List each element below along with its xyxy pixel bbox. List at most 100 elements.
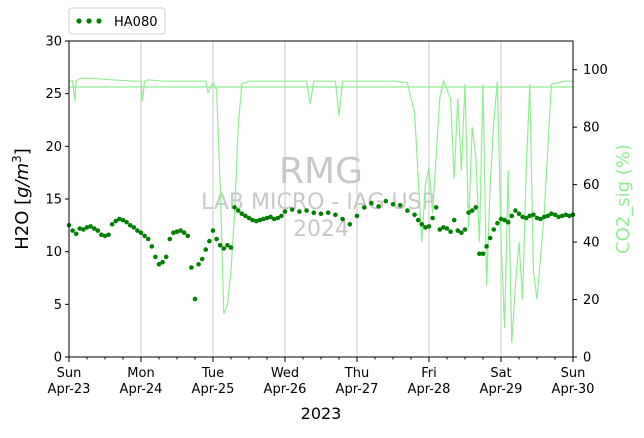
h2o-data-point [340, 216, 345, 222]
h2o-data-point [556, 214, 561, 220]
x-tick-label-date: Apr-26 [264, 382, 307, 397]
x-tick-label-date: Apr-28 [408, 382, 451, 397]
h2o-data-point [333, 212, 338, 218]
h2o-data-point [397, 203, 403, 208]
h2o-data-point [81, 227, 86, 232]
x-tick-label-date: Apr-30 [552, 382, 595, 397]
h2o-data-point [145, 236, 151, 242]
watermark-line-3: 2024 [293, 217, 349, 242]
y-right-tick-label: 100 [583, 63, 608, 78]
h2o-data-point [178, 228, 183, 233]
h2o-data-point [207, 238, 212, 244]
y-axis-left-label: H2O [g/m3] [10, 148, 33, 250]
grid-lines [140, 41, 502, 357]
h2o-data-point [473, 205, 479, 210]
x-tick-label-day: Sun [561, 366, 586, 381]
h2o-data-point [541, 214, 547, 220]
h2o-data-point [232, 205, 237, 210]
h2o-data-point [318, 211, 324, 216]
h2o-data-point [160, 259, 165, 265]
legend-marker [86, 18, 92, 24]
h2o-data-point [297, 209, 302, 214]
h2o-data-point [505, 219, 511, 225]
y-right-tick-label: 0 [583, 351, 591, 366]
h2o-data-point [174, 229, 180, 234]
x-tick-label-date: Apr-27 [336, 382, 379, 397]
y-axis-right-label: CO2_sig (%) [613, 144, 634, 254]
h2o-data-point [124, 219, 129, 225]
h2o-data-point [214, 236, 219, 242]
h2o-data-point [455, 228, 461, 233]
h2o-data-point [451, 217, 457, 223]
h2o-data-point [279, 213, 284, 219]
h2o-data-point [289, 207, 295, 212]
y-right-tick-label: 60 [583, 178, 600, 193]
y-left-tick-label: 15 [45, 193, 62, 208]
x-tick-label-date: Apr-29 [480, 382, 523, 397]
h2o-data-point [264, 215, 270, 221]
h2o-data-point [347, 222, 353, 227]
x-tick-label-day: Sat [490, 366, 511, 381]
h2o-data-point [239, 211, 245, 216]
h2o-data-point [70, 228, 75, 233]
h2o-data-point [142, 233, 147, 239]
y-left-tick-label: 30 [45, 35, 62, 50]
h2o-data-point [243, 213, 248, 219]
h2o-data-point [559, 213, 565, 219]
legend: HA080 [68, 7, 166, 35]
h2o-data-point [196, 262, 201, 267]
h2o-data-point [246, 215, 252, 221]
co2-line-series [69, 77, 573, 343]
h2o-data-point [120, 217, 126, 223]
h2o-data-point [199, 256, 205, 262]
h2o-data-point [405, 208, 410, 213]
h2o-data-point [149, 244, 155, 249]
h2o-data-point [311, 210, 317, 215]
h2o-data-point [217, 243, 223, 248]
y-right-tick-label: 20 [583, 293, 600, 308]
h2o-data-point [520, 214, 525, 220]
h2o-data-point [444, 226, 450, 231]
h2o-data-point [466, 210, 471, 215]
h2o-data-point [563, 212, 569, 218]
x-tick-label-date: Apr-25 [192, 382, 235, 397]
h2o-data-point [412, 212, 417, 218]
h2o-data-point [88, 224, 93, 229]
h2o-data-point [531, 212, 536, 218]
h2o-data-point [221, 246, 227, 251]
h2o-data-point [325, 210, 331, 215]
h2o-data-point [369, 200, 374, 206]
y-left-tick-label: 10 [45, 245, 62, 260]
h2o-data-point [102, 233, 108, 239]
y-right-tick-label: 40 [583, 236, 600, 251]
right-y-axis: 0 20 40 60 80 100 [573, 63, 608, 366]
x-tick-label-date: Apr-23 [48, 382, 91, 397]
h2o-data-point [491, 227, 497, 232]
y-left-tick-label: 20 [45, 140, 62, 155]
co2-line [69, 77, 573, 343]
h2o-data-point [91, 226, 97, 231]
h2o-data-point [433, 205, 439, 210]
h2o-data-point [304, 208, 309, 213]
h2o-data-point [498, 216, 504, 222]
h2o-data-point [426, 224, 432, 229]
h2o-data-point [192, 296, 198, 302]
h2o-data-point [390, 202, 396, 207]
h2o-data-point [513, 208, 518, 213]
h2o-data-point [484, 244, 489, 249]
h2o-data-point [448, 229, 453, 234]
h2o-data-point [354, 213, 360, 219]
legend-marker [96, 18, 102, 24]
h2o-data-point [167, 236, 173, 242]
left-y-axis: 0 5 10 15 20 25 30 [45, 35, 69, 366]
x-tick-label-day: Tue [201, 366, 224, 381]
h2o-data-point [113, 218, 119, 224]
h2o-data-point [361, 205, 367, 210]
h2o-data-point [502, 217, 507, 223]
h2o-data-point [516, 211, 522, 216]
h2o-data-point [171, 230, 176, 235]
h2o-data-point [523, 215, 529, 221]
y-left-tick-label: 5 [54, 298, 62, 313]
